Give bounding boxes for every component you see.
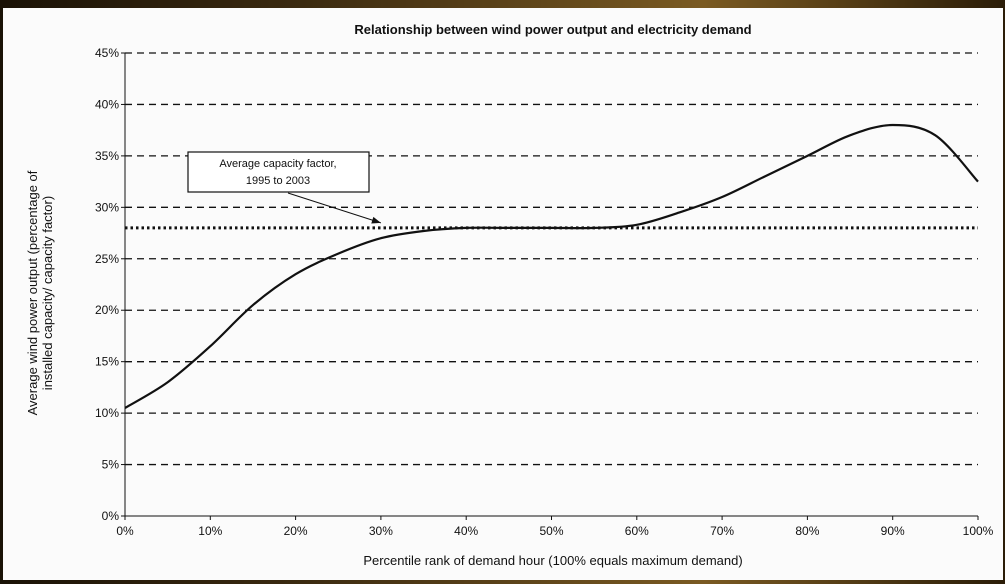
x-tick-label: 30% [369,524,393,538]
y-axis-label-line-1: Average wind power output (percentage of [25,170,40,415]
x-tick-label: 0% [116,524,134,538]
y-tick-label: 10% [95,406,119,420]
y-tick-label: 5% [102,458,120,472]
y-axis-label: Average wind power output (percentage of… [25,170,55,415]
x-axis-label: Percentile rank of demand hour (100% equ… [363,553,742,568]
annotation: Average capacity factor, 1995 to 2003 [187,151,382,224]
x-tick-labels: 0% 10% 20% 30% 40% 50% 60% 70% 80% 90% 100% [116,524,993,538]
x-tick-label: 40% [454,524,478,538]
y-tick-labels: 0% 5% 10% 15% 20% 25% 30% 35% 40% 45% [95,46,119,523]
chart: Relationship between wind power output a… [25,22,994,568]
y-tick-label: 20% [95,303,119,317]
x-tick-label: 10% [198,524,222,538]
chart-title: Relationship between wind power output a… [354,22,751,37]
y-tick-label: 0% [102,509,120,523]
series [124,123,979,409]
y-tick-label: 25% [95,252,119,266]
wind-output-curve [124,123,979,409]
x-tick-label: 100% [963,524,994,538]
grid-lines [125,52,978,466]
annotation-box [187,151,370,193]
annotation-arrow [287,192,382,224]
annotation-line-1: Average capacity factor, [219,158,336,170]
y-tick-label: 15% [95,355,119,369]
x-tick-label: 20% [284,524,308,538]
axes [121,52,979,520]
x-tick-label: 70% [710,524,734,538]
x-tick-label: 60% [625,524,649,538]
x-tick-label: 50% [539,524,563,538]
annotation-arrowhead [371,216,381,224]
x-tick-label: 90% [881,524,905,538]
x-tick-label: 80% [795,524,819,538]
annotation-line-2: 1995 to 2003 [246,175,310,187]
y-tick-label: 30% [95,200,119,214]
y-tick-label: 35% [95,149,119,163]
y-tick-label: 45% [95,46,119,60]
y-axis-label-line-2: installed capacity/ capacity factor) [40,196,55,390]
y-tick-label: 40% [95,97,119,111]
chart-paper: Relationship between wind power output a… [3,8,1003,580]
